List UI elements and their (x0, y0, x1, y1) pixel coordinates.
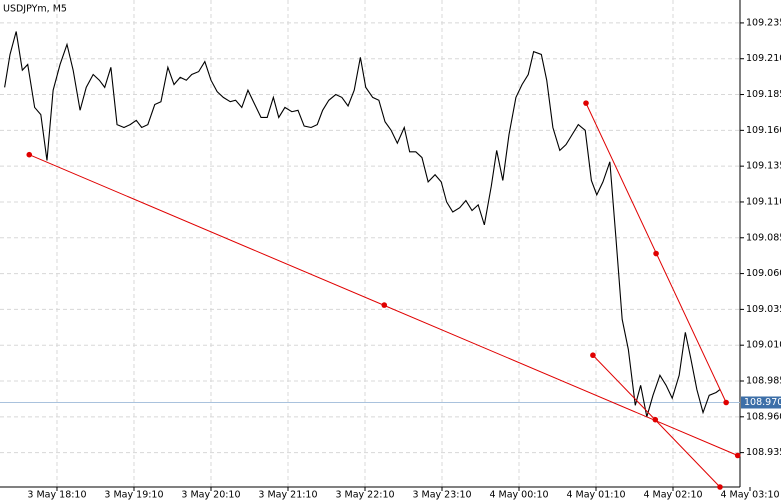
y-tick-label: 109.135 (746, 161, 781, 172)
x-tick-label: 3 May 23:10 (412, 490, 471, 501)
trendline-point (590, 352, 596, 359)
trendline-point (717, 484, 723, 490)
current-price-box (741, 396, 781, 409)
trendline-point (652, 416, 659, 423)
y-tick-label: 109.010 (746, 340, 781, 351)
x-tick-label: 4 May 03:10 (720, 490, 779, 501)
y-tick-label: 109.185 (746, 89, 781, 100)
x-tick-label: 4 May 00:10 (489, 490, 548, 501)
trendline-point (734, 452, 741, 459)
y-tick-label: 108.960 (746, 411, 781, 422)
y-tick-label: 108.985 (746, 376, 781, 387)
trendline-point (653, 250, 659, 257)
trendline-point (381, 302, 388, 308)
x-tick-label: 3 May 19:10 (104, 490, 163, 501)
trendline-point (26, 151, 33, 158)
price-line (4, 31, 721, 417)
x-tick-label: 3 May 20:10 (181, 490, 240, 501)
y-tick-label: 109.110 (746, 196, 781, 207)
y-tick-label: 109.085 (746, 232, 781, 243)
y-tick-label: 109.235 (746, 17, 781, 28)
y-tick-label: 109.060 (746, 268, 781, 279)
x-tick-label: 3 May 21:10 (258, 490, 317, 501)
chart-title: USDJPYm, M5 (3, 4, 67, 15)
y-tick-label: 108.935 (746, 447, 781, 458)
y-tick-label: 109.035 (746, 304, 781, 315)
x-tick-label: 4 May 01:10 (566, 490, 625, 501)
x-tick-label: 4 May 02:10 (643, 490, 702, 501)
x-tick-label: 3 May 18:10 (27, 490, 86, 501)
trendline-point (583, 100, 589, 106)
trendline-point (723, 399, 729, 406)
current-price-label: 108.970 (744, 397, 781, 408)
x-tick-label: 3 May 22:10 (335, 490, 394, 501)
y-tick-label: 109.160 (746, 125, 781, 136)
y-tick-label: 109.210 (746, 53, 781, 64)
